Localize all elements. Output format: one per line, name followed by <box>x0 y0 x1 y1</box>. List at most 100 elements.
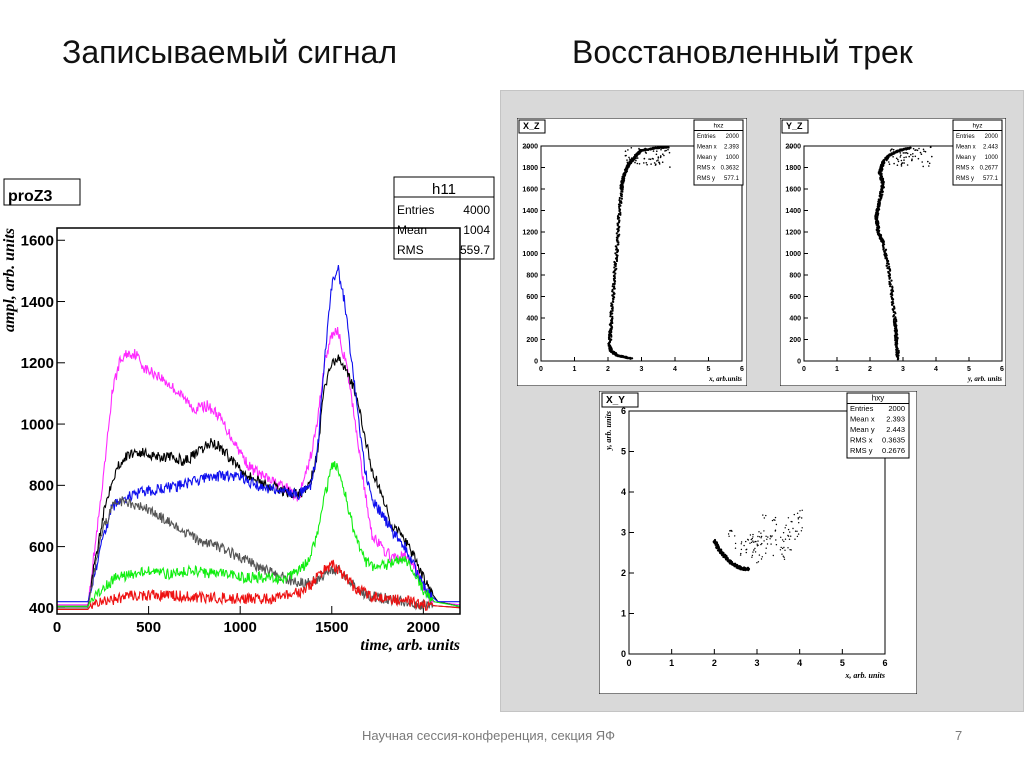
stats-value: 2000 <box>888 404 905 413</box>
signal-chart: 0 500 1000 1500 2000 400 600 800 1000 1200 1400 160… <box>0 176 500 668</box>
y-tick-label: 1800 <box>785 165 801 172</box>
track-point <box>890 295 893 298</box>
plot-area <box>628 410 886 655</box>
track-point <box>752 551 754 553</box>
track-point <box>766 543 769 545</box>
track-point <box>907 147 910 150</box>
x-tick-label: 3 <box>754 658 759 668</box>
track-point <box>656 146 659 149</box>
track-point <box>801 517 803 519</box>
track-point <box>903 159 905 161</box>
stats-value: 0.3632 <box>721 166 740 172</box>
x-axis-label: time, arb. units <box>360 637 460 654</box>
track-point <box>784 527 786 529</box>
x-tick-label: 4 <box>934 366 938 373</box>
track-point <box>626 161 629 164</box>
track-point <box>920 153 923 155</box>
x-tick-label: 2000 <box>407 619 440 636</box>
track-point <box>751 537 753 540</box>
track-point <box>769 538 771 540</box>
track-point <box>645 162 648 164</box>
track-point <box>787 547 789 549</box>
track-point <box>917 157 920 160</box>
track-point <box>760 558 763 560</box>
stats-title: hxz <box>713 123 723 130</box>
track-point <box>644 147 646 150</box>
track-point <box>797 518 799 520</box>
stats-value: 1000 <box>985 155 999 161</box>
track-point <box>646 163 648 166</box>
track-point <box>752 540 754 542</box>
x-tick-label: 6 <box>740 366 744 373</box>
track-point <box>891 148 893 150</box>
track-point <box>794 530 797 532</box>
track-point <box>617 243 620 246</box>
x-tick-label: 5 <box>707 366 711 373</box>
plot-area <box>56 227 461 615</box>
track-point <box>739 554 742 556</box>
track-point <box>781 539 784 541</box>
track-point <box>889 285 892 288</box>
x-tick-label: 4 <box>797 658 802 668</box>
track-point <box>889 150 892 152</box>
track-point <box>615 236 618 239</box>
track-point <box>660 148 662 151</box>
track-point <box>775 523 778 526</box>
track-point <box>886 157 888 160</box>
stats-value: 2000 <box>985 134 999 140</box>
track-point <box>771 519 774 522</box>
track-point <box>638 147 640 150</box>
page-number: 7 <box>955 728 963 743</box>
y-tick-label: 6 <box>621 406 626 416</box>
track-point <box>763 530 765 532</box>
x-tick-label: 2 <box>868 366 872 373</box>
track-point <box>616 228 619 231</box>
track-point <box>758 554 761 556</box>
track-point <box>912 147 915 150</box>
y-tick-label: 5 <box>621 447 626 457</box>
track-point <box>781 547 784 550</box>
track-point <box>891 300 894 303</box>
x-tick-label: 0 <box>626 658 631 668</box>
track-point <box>619 192 622 195</box>
stats-title: hxy <box>872 394 884 403</box>
track-point <box>758 536 761 538</box>
y-tick-label: 200 <box>526 337 538 344</box>
stats-value: 2.443 <box>886 425 905 434</box>
histogram-name-box <box>3 178 81 206</box>
stats-key: Mean y <box>697 155 717 161</box>
histogram-name-box <box>781 119 809 134</box>
track-point <box>775 539 777 541</box>
track-point <box>895 157 898 160</box>
y-tick-label: 0 <box>797 358 801 365</box>
track-point <box>796 535 799 538</box>
histogram-name: Y_Z <box>786 121 803 131</box>
track-point <box>918 147 920 150</box>
track-point <box>754 551 757 553</box>
track-point <box>801 527 803 529</box>
histogram-name-box <box>601 392 639 408</box>
track-point <box>628 156 630 159</box>
track-point <box>886 262 889 265</box>
track-point <box>659 156 662 159</box>
track-point <box>608 333 611 336</box>
stats-value: 0.2677 <box>980 166 999 172</box>
track-point <box>931 155 933 158</box>
slide-footer: Научная сессия-конференция, секция ЯФ <box>362 728 615 743</box>
track-point <box>892 314 896 317</box>
stats-key: RMS <box>397 243 424 257</box>
track-point <box>662 153 664 155</box>
track-point <box>615 232 618 235</box>
track-point <box>751 556 753 558</box>
track-point <box>611 288 614 291</box>
track-point <box>643 162 645 164</box>
track-point <box>740 552 742 555</box>
track-point <box>613 274 616 277</box>
x-tick-label: 2 <box>712 658 717 668</box>
track-point <box>886 155 889 158</box>
track-point <box>616 249 619 252</box>
track-point <box>634 154 636 156</box>
track-point <box>897 160 900 163</box>
track-point <box>611 350 614 353</box>
y-tick-label: 3 <box>621 528 626 538</box>
